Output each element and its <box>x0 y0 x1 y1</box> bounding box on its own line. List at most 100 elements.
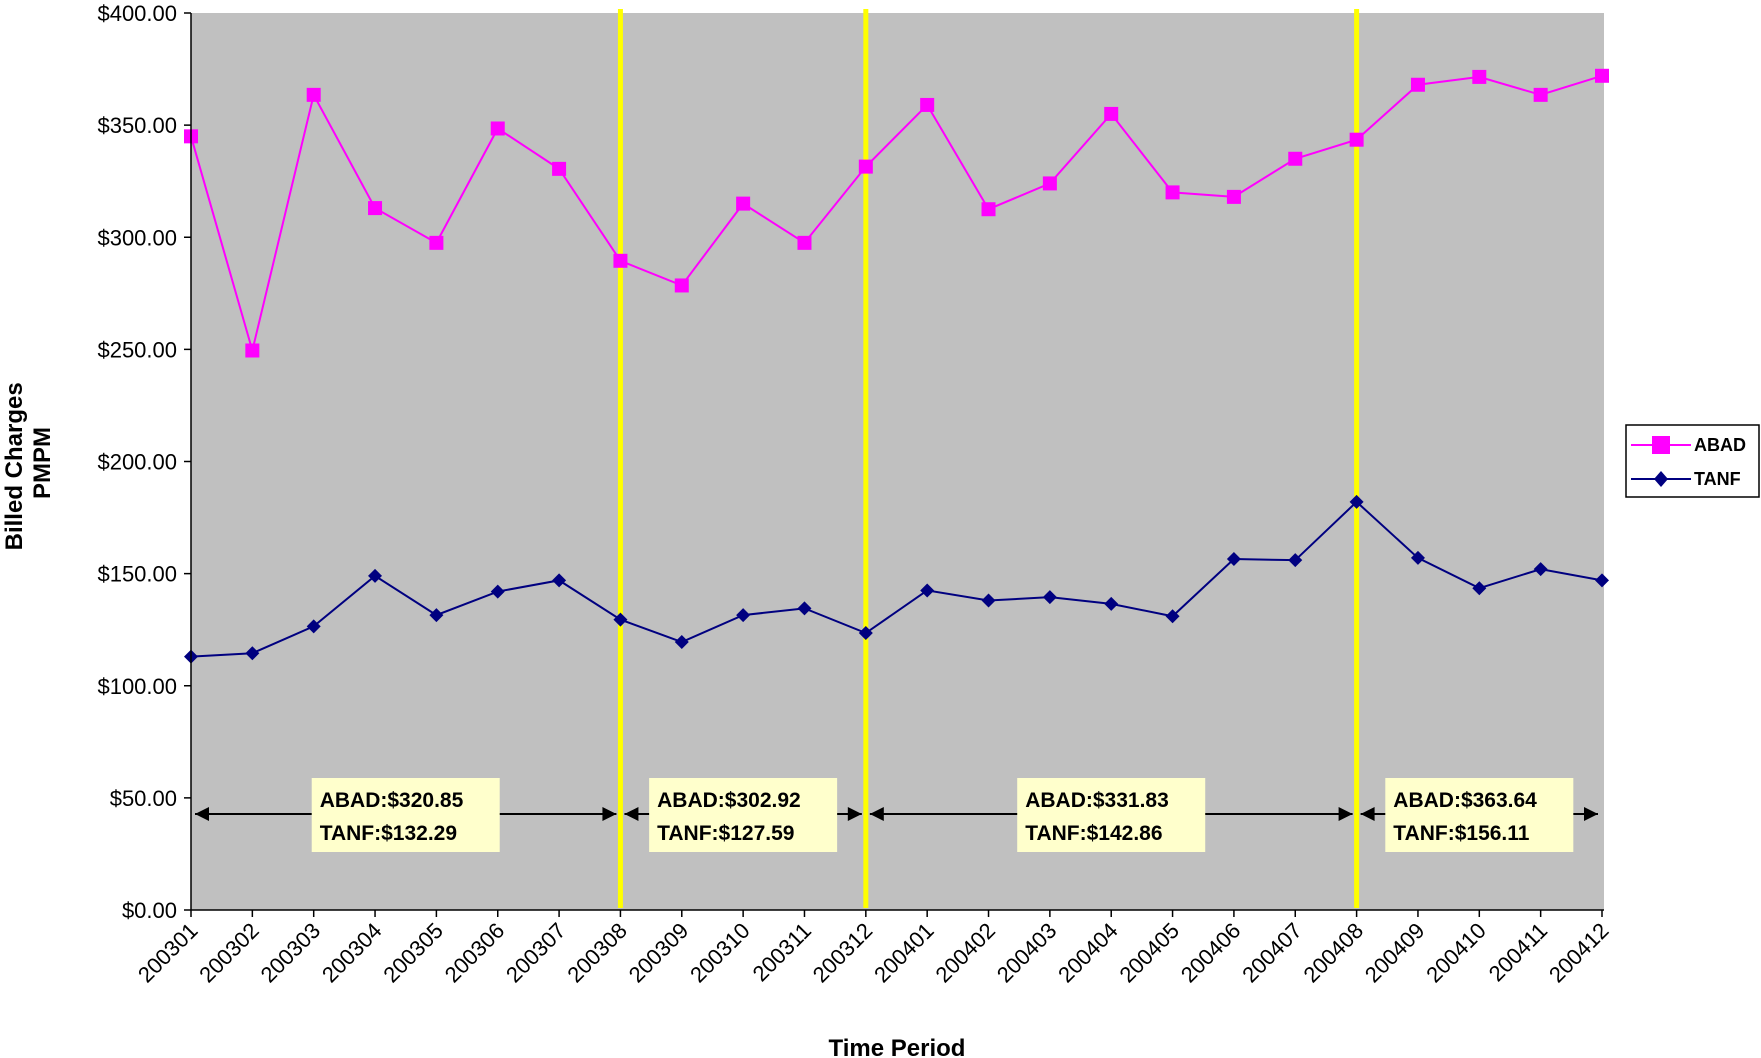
data-point-tanf <box>306 619 321 634</box>
data-point-tanf <box>490 584 505 599</box>
data-point-abad <box>797 235 812 250</box>
data-point-tanf <box>613 612 628 627</box>
data-point-tanf <box>1533 562 1548 577</box>
data-point-tanf <box>245 646 260 661</box>
x-tick-label: 200406 <box>1176 918 1246 988</box>
period-arrow-head-right <box>847 807 862 821</box>
period-annotations: ABAD:$320.85 TANF:$132.29 ABAD:$302.92 TANF… <box>195 778 1598 852</box>
y-tick-label: $300.00 <box>97 225 177 250</box>
data-point-abad <box>490 121 505 136</box>
period-label-abad: ABAD:$302.92 <box>657 789 801 812</box>
period-label-tanf: TANF:$127.59 <box>657 822 794 845</box>
data-point-tanf <box>1104 596 1119 611</box>
x-tick-label: 200304 <box>317 918 387 988</box>
period-label-abad: ABAD:$331.83 <box>1025 789 1169 812</box>
x-tick-label: 200302 <box>194 918 264 988</box>
x-tick-label: 200307 <box>501 918 571 988</box>
data-point-tanf <box>1042 590 1057 605</box>
x-tick-label: 200402 <box>930 918 1000 988</box>
data-point-abad <box>1349 132 1364 147</box>
data-point-abad <box>920 97 935 112</box>
period-label-box <box>1017 778 1206 852</box>
period-annotation: ABAD:$302.92 TANF:$127.59 <box>624 778 862 852</box>
x-tick-label: 200309 <box>624 918 694 988</box>
period-annotation: ABAD:$320.85 TANF:$132.29 <box>195 778 617 852</box>
data-point-abad <box>613 253 628 268</box>
legend: ABAD TANF <box>1625 424 1760 498</box>
period-arrow-head-right <box>1338 807 1353 821</box>
data-point-tanf <box>1410 550 1425 565</box>
x-tick-label: 200403 <box>992 918 1062 988</box>
series-line-tanf <box>190 500 1603 658</box>
legend-tanf-label: TANF <box>1694 469 1741 489</box>
x-tick-label: 200411 <box>1484 918 1552 986</box>
data-point-tanf <box>1226 552 1241 567</box>
x-axis-title: Time Period <box>829 1035 966 1058</box>
period-label-abad: ABAD:$320.85 <box>320 789 464 812</box>
data-point-abad <box>1533 87 1548 102</box>
y-axis-title-line-2: PMPM <box>29 427 56 499</box>
data-point-abad <box>306 87 321 102</box>
period-annotation: ABAD:$363.64 TANF:$156.11 <box>1360 778 1598 852</box>
x-tick-label: 200311 <box>748 918 816 986</box>
y-axis-ticks: $0.00 $50.00 $100.00 $150.00 $200.00 $250.00 $… <box>97 1 191 923</box>
data-point-abad <box>1288 151 1303 166</box>
x-tick-label: 200407 <box>1237 918 1307 988</box>
data-point-tanf <box>797 601 812 616</box>
data-point-tanf <box>552 573 567 588</box>
period-label-box <box>1385 778 1574 852</box>
period-label-tanf: TANF:$156.11 <box>1393 822 1529 845</box>
period-arrow-head-left <box>195 807 209 821</box>
data-point-abad <box>245 343 260 358</box>
period-arrow-head-right <box>602 807 617 821</box>
legend-box <box>1625 424 1760 498</box>
data-point-tanf <box>1472 581 1487 596</box>
data-point-tanf <box>429 608 444 623</box>
period-label-abad: ABAD:$363.64 <box>1393 789 1537 812</box>
data-point-tanf <box>674 635 689 650</box>
data-point-abad <box>1595 68 1609 83</box>
period-arrow-head-left <box>869 807 884 821</box>
period-label-tanf: TANF:$132.29 <box>320 822 457 845</box>
data-point-abad <box>429 235 444 250</box>
legend-abad-label: ABAD <box>1694 435 1746 455</box>
x-axis-ticks: 2003012003022003032003042003052003062003… <box>133 910 1614 987</box>
x-tick-label: 200310 <box>685 918 755 988</box>
data-point-tanf <box>1349 494 1364 509</box>
series-line-abad <box>190 74 1603 355</box>
data-point-abad <box>858 159 873 174</box>
data-point-abad <box>1042 176 1057 191</box>
x-tick-label: 200303 <box>256 918 326 988</box>
data-point-abad <box>1226 189 1241 204</box>
data-point-abad <box>1410 77 1425 92</box>
period-label-tanf: TANF:$142.86 <box>1025 822 1162 845</box>
period-arrow-head-right <box>1584 807 1598 821</box>
period-label-box <box>649 778 838 852</box>
data-point-tanf <box>981 593 996 608</box>
x-tick-label: 200408 <box>1299 918 1369 988</box>
x-tick-label: 200409 <box>1360 918 1430 988</box>
period-annotation: ABAD:$331.83 TANF:$142.86 <box>869 778 1353 852</box>
data-point-tanf <box>736 608 751 623</box>
legend-abad-marker <box>1652 436 1670 454</box>
data-point-tanf <box>920 583 935 598</box>
x-tick-label: 200405 <box>1115 918 1185 988</box>
legend-tanf-marker <box>1654 471 1668 487</box>
y-axis-title: Billed Charges PMPM <box>1 376 56 551</box>
y-tick-label: $400.00 <box>97 1 177 26</box>
x-tick-label: 200410 <box>1421 918 1491 988</box>
y-tick-label: $50.00 <box>110 786 177 811</box>
data-point-abad <box>1104 106 1119 121</box>
x-tick-label: 200404 <box>1053 918 1123 988</box>
data-point-abad <box>1472 69 1487 84</box>
y-tick-label: $200.00 <box>97 450 177 475</box>
data-point-abad <box>1165 185 1180 200</box>
data-point-abad <box>736 196 751 211</box>
x-tick-label: 200308 <box>562 918 632 988</box>
x-tick-label: 200301 <box>133 918 203 988</box>
x-tick-label: 200312 <box>808 918 878 988</box>
series-lines <box>190 74 1603 658</box>
x-tick-label: 200305 <box>378 918 448 988</box>
x-tick-label: 200412 <box>1544 918 1614 988</box>
